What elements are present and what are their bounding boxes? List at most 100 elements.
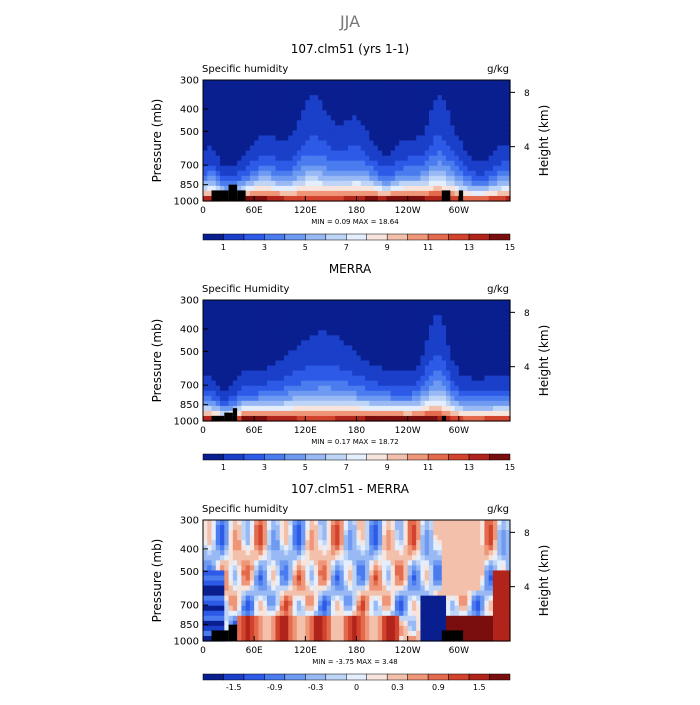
heatmap-cell xyxy=(207,320,212,326)
heatmap-cell xyxy=(420,85,425,91)
heatmap-cell xyxy=(489,156,494,162)
heatmap-cell xyxy=(412,350,417,356)
heatmap-cell xyxy=(378,340,383,346)
heatmap-cell xyxy=(335,601,340,607)
heatmap-cell xyxy=(241,591,246,597)
heatmap-cell xyxy=(322,371,327,377)
heatmap-cell xyxy=(275,176,280,182)
heatmap-cell xyxy=(237,611,242,617)
heatmap-cell xyxy=(293,115,298,121)
x-tick-label: 60E xyxy=(246,206,263,216)
heatmap-cell xyxy=(408,611,413,617)
heatmap-cell xyxy=(416,100,421,106)
heatmap-cell xyxy=(408,110,413,116)
heatmap-cell xyxy=(352,586,357,592)
heatmap-cell xyxy=(220,90,225,96)
heatmap-cell xyxy=(467,366,472,372)
heatmap-cell xyxy=(420,146,425,152)
heatmap-cell xyxy=(420,591,425,597)
heatmap-cell xyxy=(331,355,336,361)
heatmap-cell xyxy=(258,340,263,346)
heatmap-cell xyxy=(246,100,251,106)
heatmap-cell xyxy=(250,371,255,377)
heatmap-cell xyxy=(224,151,229,157)
heatmap-cell xyxy=(305,366,310,372)
heatmap-cell xyxy=(233,330,238,336)
heatmap-cell xyxy=(459,166,464,172)
heatmap-cell xyxy=(224,80,229,86)
heatmap-cell xyxy=(301,130,306,136)
heatmap-cell xyxy=(288,581,293,587)
heatmap-cell xyxy=(288,621,293,627)
heatmap-cell xyxy=(463,411,468,417)
heatmap-cell xyxy=(254,550,259,556)
heatmap-cell xyxy=(442,406,447,412)
heatmap-cell xyxy=(374,581,379,587)
heatmap-cell xyxy=(220,325,225,331)
heatmap-cell xyxy=(327,110,332,116)
heatmap-cell xyxy=(446,355,451,361)
heatmap-cell xyxy=(212,171,217,177)
heatmap-cell xyxy=(233,171,238,177)
heatmap-cell xyxy=(331,611,336,617)
heatmap-cell xyxy=(275,565,280,571)
heatmap-cell xyxy=(305,355,310,361)
heatmap-cell xyxy=(472,355,477,361)
heatmap-cell xyxy=(246,611,251,617)
heatmap-cell xyxy=(425,616,430,622)
heatmap-cell xyxy=(322,525,327,531)
heatmap-cell xyxy=(280,125,285,131)
heatmap-cell xyxy=(293,535,298,541)
heatmap-cell xyxy=(207,386,212,392)
heatmap-cell xyxy=(284,406,289,412)
heatmap-cell xyxy=(416,171,421,177)
heatmap-cell xyxy=(416,555,421,561)
heatmap-cell xyxy=(301,596,306,602)
heatmap-cell xyxy=(420,361,425,367)
heatmap-cell xyxy=(297,171,302,177)
heatmap-cell xyxy=(425,586,430,592)
heatmap-cell xyxy=(493,141,498,147)
heatmap-cell xyxy=(237,520,242,526)
heatmap-cell xyxy=(314,371,319,377)
heatmap-cell xyxy=(331,171,336,177)
heatmap-cell xyxy=(425,525,430,531)
heatmap-cell xyxy=(463,151,468,157)
heatmap-cell xyxy=(229,100,234,106)
heatmap-cell xyxy=(374,366,379,372)
heatmap-cell xyxy=(318,105,323,111)
heatmap-cell xyxy=(258,535,263,541)
heatmap-cell xyxy=(233,381,238,387)
heatmap-cell xyxy=(476,335,481,341)
heatmap-cell xyxy=(203,166,208,172)
heatmap-cell xyxy=(331,95,336,101)
heatmap-cell xyxy=(442,161,447,167)
heatmap-cell xyxy=(369,350,374,356)
heatmap-cell xyxy=(391,381,396,387)
heatmap-cell xyxy=(267,616,272,622)
heatmap-cell xyxy=(280,626,285,632)
heatmap-cell xyxy=(233,146,238,152)
heatmap-cell xyxy=(331,115,336,121)
heatmap-cell xyxy=(271,105,276,111)
heatmap-cell xyxy=(412,396,417,402)
heatmap-cell xyxy=(250,115,255,121)
heatmap-cell xyxy=(288,396,293,402)
heatmap-cell xyxy=(335,151,340,157)
heatmap-cell xyxy=(203,115,208,121)
heatmap-cell xyxy=(446,110,451,116)
heatmap-cell xyxy=(391,355,396,361)
heatmap-cell xyxy=(408,146,413,152)
heatmap-cell xyxy=(472,166,477,172)
heatmap-cell xyxy=(297,535,302,541)
heatmap-cell xyxy=(233,345,238,351)
heatmap-cell xyxy=(374,340,379,346)
heatmap-cell xyxy=(339,560,344,566)
heatmap-cell xyxy=(280,406,285,412)
heatmap-cell xyxy=(484,115,489,121)
heatmap-cell xyxy=(403,305,408,311)
heatmap-cell xyxy=(314,350,319,356)
heatmap-cell xyxy=(284,340,289,346)
heatmap-cell xyxy=(412,105,417,111)
heatmap-cell xyxy=(365,110,370,116)
